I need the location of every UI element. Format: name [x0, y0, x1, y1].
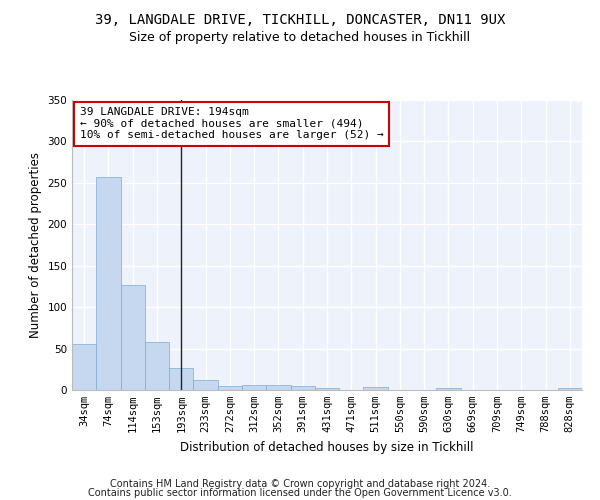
Text: Contains HM Land Registry data © Crown copyright and database right 2024.: Contains HM Land Registry data © Crown c… — [110, 479, 490, 489]
X-axis label: Distribution of detached houses by size in Tickhill: Distribution of detached houses by size … — [180, 440, 474, 454]
Bar — [193, 380, 218, 390]
Bar — [218, 386, 242, 390]
Bar — [315, 388, 339, 390]
Bar — [169, 368, 193, 390]
Bar — [364, 386, 388, 390]
Bar — [242, 385, 266, 390]
Bar — [436, 388, 461, 390]
Bar — [72, 344, 96, 390]
Text: 39 LANGDALE DRIVE: 194sqm
← 90% of detached houses are smaller (494)
10% of semi: 39 LANGDALE DRIVE: 194sqm ← 90% of detac… — [80, 108, 383, 140]
Text: 39, LANGDALE DRIVE, TICKHILL, DONCASTER, DN11 9UX: 39, LANGDALE DRIVE, TICKHILL, DONCASTER,… — [95, 12, 505, 26]
Text: Contains public sector information licensed under the Open Government Licence v3: Contains public sector information licen… — [88, 488, 512, 498]
Bar — [145, 342, 169, 390]
Bar — [290, 386, 315, 390]
Y-axis label: Number of detached properties: Number of detached properties — [29, 152, 42, 338]
Bar — [121, 285, 145, 390]
Text: Size of property relative to detached houses in Tickhill: Size of property relative to detached ho… — [130, 31, 470, 44]
Bar — [96, 177, 121, 390]
Bar — [266, 385, 290, 390]
Bar — [558, 388, 582, 390]
